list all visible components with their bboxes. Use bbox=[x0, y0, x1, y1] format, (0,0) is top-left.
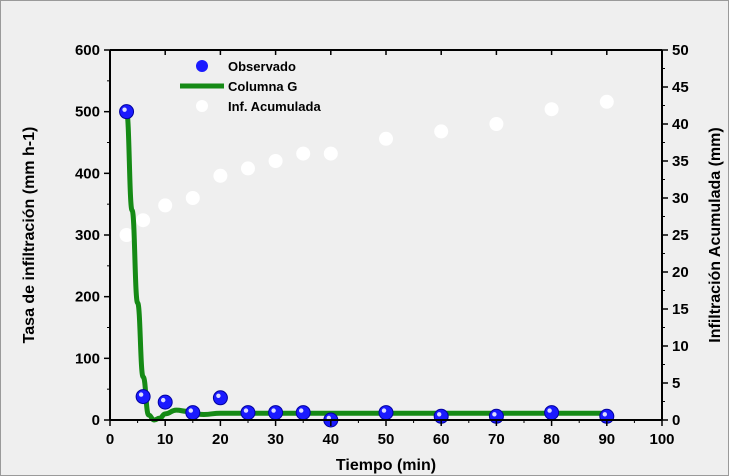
x-tick-label: 40 bbox=[322, 431, 339, 448]
inf-acumulada-point bbox=[434, 124, 449, 139]
observado-point-highlight bbox=[381, 408, 387, 413]
inf-acumulada-point bbox=[136, 213, 151, 228]
x-tick-label: 100 bbox=[649, 431, 674, 448]
observado-point bbox=[378, 405, 394, 421]
x-tick-label: 70 bbox=[488, 431, 505, 448]
observado-point-highlight bbox=[437, 412, 442, 417]
y-right-tick-label: 50 bbox=[672, 42, 689, 59]
axes-layer: 0 10 20 30 40 50 60 70 80 90 100010020030040050060… bbox=[75, 42, 689, 448]
observado-point-highlight bbox=[138, 392, 144, 397]
y-left-tick-label: 200 bbox=[75, 289, 100, 306]
observado-point bbox=[119, 104, 135, 120]
series-layer bbox=[119, 94, 615, 428]
observado-point-highlight bbox=[492, 412, 497, 417]
y-right-tick-label: 5 bbox=[672, 375, 680, 392]
observado-point-highlight bbox=[602, 412, 607, 417]
observado-point bbox=[212, 390, 228, 406]
y-left-tick-label: 300 bbox=[75, 227, 100, 244]
legend: Observado Columna G Inf. Acumulada bbox=[180, 59, 321, 114]
observado-point-highlight bbox=[188, 408, 193, 413]
inf-acumulada-point bbox=[158, 198, 173, 213]
y-right-tick-label: 30 bbox=[672, 190, 689, 207]
y-left-tick-label: 0 bbox=[92, 412, 100, 429]
y-right-tick-label: 45 bbox=[672, 79, 689, 96]
x-tick-label: 80 bbox=[543, 431, 560, 448]
y-axis-left-title: Tasa de infiltración (mm h-1) bbox=[21, 127, 38, 344]
inf-acumulada-point bbox=[119, 228, 134, 242]
x-tick-label: 30 bbox=[267, 431, 284, 448]
inf-acumulada-point bbox=[489, 117, 504, 131]
observado-point-highlight bbox=[122, 107, 127, 112]
observado-point bbox=[135, 389, 151, 405]
inf-acumulada-point bbox=[296, 146, 311, 161]
y-left-tick-label: 400 bbox=[75, 165, 100, 182]
legend-observado-label: Observado bbox=[228, 59, 296, 74]
y-right-tick-label: 35 bbox=[672, 153, 689, 170]
inf-acumulada-point bbox=[241, 161, 255, 176]
observado-point bbox=[185, 405, 201, 421]
observado-point bbox=[544, 405, 560, 421]
legend-inf-acumulada-label: Inf. Acumulada bbox=[228, 99, 321, 114]
legend-inf-acumulada-marker bbox=[196, 100, 208, 112]
inf-acumulada-point bbox=[323, 146, 338, 161]
y-left-tick-label: 500 bbox=[75, 104, 100, 121]
y-axis-right-title: Infiltración Acumulada (mm) bbox=[707, 127, 724, 342]
y-right-tick-label: 15 bbox=[672, 301, 689, 318]
y-right-tick-label: 40 bbox=[672, 116, 689, 133]
x-tick-label: 50 bbox=[378, 431, 395, 448]
observado-point-highlight bbox=[161, 397, 166, 403]
plot-area bbox=[110, 50, 662, 420]
observado-point-highlight bbox=[216, 393, 221, 398]
inf-acumulada-point bbox=[599, 94, 614, 109]
x-tick-label: 60 bbox=[433, 431, 450, 448]
inf-acumulada-point bbox=[213, 168, 228, 183]
observado-point-highlight bbox=[271, 408, 276, 413]
legend-columna-g-label: Columna G bbox=[228, 79, 297, 94]
y-right-tick-label: 10 bbox=[672, 338, 689, 355]
y-right-tick-label: 20 bbox=[672, 264, 689, 281]
inf-acumulada-point bbox=[185, 191, 200, 205]
inf-acumulada-point bbox=[544, 102, 559, 117]
observado-point-highlight bbox=[299, 408, 304, 413]
y-right-tick-label: 0 bbox=[672, 412, 680, 429]
y-right-tick-label: 25 bbox=[672, 227, 689, 244]
inf-acumulada-point bbox=[379, 131, 393, 146]
observado-point bbox=[157, 394, 173, 410]
observado-point-highlight bbox=[243, 408, 249, 413]
x-tick-label: 10 bbox=[157, 431, 174, 448]
inf-acumulada-point bbox=[268, 154, 283, 168]
x-tick-label: 90 bbox=[598, 431, 615, 448]
legend-observado-marker bbox=[196, 60, 208, 72]
observado-point bbox=[240, 405, 256, 421]
y-left-tick-label: 600 bbox=[75, 42, 100, 59]
observado-point bbox=[268, 405, 284, 421]
x-tick-label: 20 bbox=[212, 431, 229, 448]
y-left-tick-label: 100 bbox=[75, 350, 100, 367]
observado-point bbox=[295, 405, 311, 421]
x-tick-label: 0 bbox=[106, 431, 114, 448]
observado-point-highlight bbox=[547, 408, 552, 413]
x-axis-title: Tiempo (min) bbox=[336, 457, 436, 474]
